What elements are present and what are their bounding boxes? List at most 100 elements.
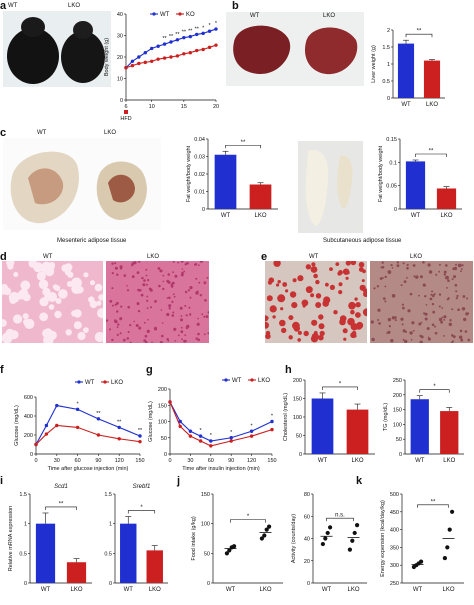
tissue-cell — [406, 266, 409, 270]
a_body_weight-sig-label: * — [215, 21, 218, 27]
tissue-cell — [145, 274, 148, 277]
b_liver-x-tick-label: WT — [401, 102, 411, 108]
panel-letter-h: h — [285, 364, 292, 376]
i_scd1-bar-wt — [35, 523, 56, 583]
tissue-cell — [396, 261, 399, 264]
tissue-cell — [376, 285, 380, 288]
tissue-cell — [388, 325, 391, 328]
tissue-cell — [405, 330, 408, 333]
g_itt-sig-label: * — [271, 414, 274, 420]
k_energy-y-tick-label: 250 — [390, 581, 399, 587]
g_itt-point-wt — [188, 429, 193, 433]
c_subcutaneous-y-tick-label: 0.1 — [389, 160, 397, 166]
j_food-y-tick-label: 0 — [207, 581, 210, 587]
he-stain-wt — [2, 261, 103, 343]
j_food-x-tick-label: WT — [226, 587, 236, 593]
k_energy-y-tick-label: 350 — [390, 545, 399, 551]
tissue-cell — [402, 329, 406, 333]
i_scd1-sig-bracket — [45, 506, 77, 510]
a_body_weight-point-wt — [130, 59, 135, 63]
j_activity-point-lko — [352, 530, 357, 536]
j_activity-point-wt — [328, 525, 333, 530]
i_scd1-y-tick-label: 1.5 — [19, 492, 27, 498]
tissue-cell — [446, 298, 449, 301]
tissue-cell — [277, 280, 281, 284]
tissue-cell — [180, 330, 184, 333]
h_tg-sig-label: * — [433, 384, 436, 390]
tissue-cell — [466, 297, 469, 300]
j_food-point-wt — [227, 548, 232, 553]
h_cholesterol-x-tick-label: WT — [318, 458, 328, 464]
tissue-cell — [377, 308, 381, 312]
a_body_weight-sig-label: ** — [175, 32, 180, 38]
f_gtt-y-tick-label: 600 — [24, 395, 33, 401]
k_energy-sig-bracket — [417, 504, 449, 508]
j_activity-sig-label: n.s. — [335, 513, 345, 519]
tissue-cell — [345, 276, 349, 280]
tissue-cell — [310, 266, 318, 273]
tissue-cell — [173, 295, 176, 298]
tissue-cell — [329, 284, 335, 290]
i_srebf1-y-tick-label: 1.5 — [104, 492, 112, 498]
f_gtt-sig-label: ** — [96, 411, 101, 417]
tissue-cell — [387, 317, 392, 322]
tissue-cell — [315, 293, 322, 299]
tissue-cell — [350, 261, 357, 266]
tissue-cell — [347, 317, 355, 326]
tissue-cell — [431, 302, 435, 306]
a_body_weight-sig-label: ** — [162, 36, 167, 42]
h_tg-bar-wt — [410, 399, 429, 454]
tissue-cell — [348, 301, 356, 310]
tissue-cell — [171, 314, 175, 317]
tissue-cell — [291, 302, 298, 309]
f_gtt-point-lko — [117, 437, 121, 441]
k_energy-sig-label: ** — [431, 499, 436, 505]
j_activity-x-tick-label: LKO — [347, 587, 359, 593]
tissue-cell — [184, 305, 187, 307]
tissue-cell — [111, 304, 114, 307]
panel-letter-j: j — [177, 475, 181, 487]
tissue-cell — [338, 270, 343, 275]
g_itt-point-lko — [188, 434, 193, 438]
a_body_weight-sig-label: ** — [169, 34, 174, 40]
a_body_weight-sig-label: ** — [182, 30, 187, 36]
tissue-cell — [460, 268, 463, 270]
tissue-cell — [403, 280, 407, 283]
tissue-cell — [338, 290, 343, 295]
tissue-cell — [161, 322, 164, 324]
tissue-cell — [188, 306, 191, 309]
tissue-cell — [438, 263, 441, 266]
tissue-cell — [400, 284, 403, 287]
c_mesenteric-y-tick-label: 0.01 — [194, 190, 205, 196]
tissue-cell — [342, 328, 348, 334]
tissue-cell — [197, 338, 200, 342]
a_body_weight-point-wt — [156, 44, 160, 48]
tissue-cell — [38, 279, 49, 290]
tissue-cell — [13, 314, 23, 324]
g_itt-point-lko — [168, 400, 172, 404]
h_tg-ylabel: TG (mg/dL) — [383, 403, 389, 431]
tissue-cell — [463, 317, 467, 322]
tissue-cell — [133, 261, 137, 265]
tissue-cell — [177, 261, 180, 264]
f_gtt-x-tick-label: 30 — [54, 458, 60, 464]
b_liver-y-tick-label: 2 — [387, 28, 390, 34]
a_body_weight-point-ko — [150, 59, 154, 63]
tissue-cell — [303, 330, 309, 337]
tissue-cell — [89, 300, 98, 309]
tissue-cell — [379, 277, 383, 280]
j_activity-y-tick-label: 60 — [304, 514, 310, 520]
f_gtt-point-wt — [55, 403, 59, 408]
tissue-cell — [355, 302, 361, 308]
a_body_weight-point-ko — [137, 61, 141, 66]
tissue-cell — [310, 293, 315, 298]
g_itt-sig-label: * — [210, 433, 213, 439]
tissue-cell — [451, 334, 454, 337]
tissue-cell — [39, 312, 48, 322]
tissue-cell — [373, 287, 376, 290]
c_subcutaneous-sig-bracket — [415, 153, 447, 157]
tissue-cell — [345, 261, 351, 266]
photo-label-b-wt: WT — [250, 13, 260, 19]
panel-letter-g: g — [146, 364, 153, 376]
a_body_weight-sig-label: * — [209, 23, 212, 29]
